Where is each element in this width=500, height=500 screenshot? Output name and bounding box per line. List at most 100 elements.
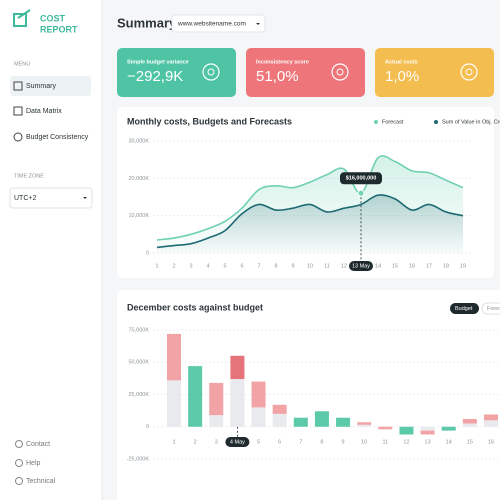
- line: [156, 155, 464, 241]
- timezone-label: TIME ZONE: [14, 173, 44, 179]
- toggle-label: Budget: [455, 306, 473, 312]
- bar-segment: [209, 382, 224, 416]
- menu-item[interactable]: Budget Consistency: [26, 134, 89, 141]
- bar-segment: [251, 407, 266, 427]
- bar-segment: [230, 379, 245, 427]
- bar-segment: [357, 422, 372, 425]
- kpi-icon: [331, 63, 349, 81]
- bar-segment: [230, 355, 245, 380]
- x-tick-label: 12: [341, 263, 347, 269]
- kpi-icon: [202, 63, 220, 81]
- kpi-icon: [465, 68, 473, 76]
- x-tick-label: 4: [206, 263, 209, 269]
- menu-active: [10, 76, 91, 96]
- site-select[interactable]: [171, 14, 266, 33]
- tooltip-text: $16,000,000: [346, 176, 377, 182]
- bar-segment: [188, 366, 203, 427]
- toggle-label: Forecast: [487, 306, 500, 312]
- y-tick-label: 30,000K: [129, 138, 150, 144]
- bar-segment: [462, 419, 477, 424]
- toggle-button[interactable]: [481, 302, 500, 315]
- bar-segment: [167, 333, 181, 381]
- kpi-value: 51,0%: [256, 68, 299, 85]
- y-tick-label: 0: [146, 424, 149, 430]
- panel: [117, 290, 500, 500]
- x-tick-label: 3: [189, 263, 192, 269]
- footer-link[interactable]: Contact: [26, 441, 50, 448]
- toggle-button[interactable]: [450, 303, 479, 314]
- footer-link[interactable]: Help: [26, 460, 41, 467]
- x-tick-label: 5: [257, 439, 260, 445]
- kpi-value: −292,9K: [127, 68, 183, 85]
- bar-segment: [272, 404, 287, 414]
- x-tick-label: 8: [320, 439, 323, 445]
- x-tick-label: 2: [172, 263, 175, 269]
- y-tick-label: 25,000K: [129, 392, 150, 398]
- highlight-dot: [357, 189, 365, 197]
- kpi-value: 1,0%: [385, 68, 419, 85]
- menu-icon: [13, 81, 23, 91]
- legend-dot: [434, 120, 438, 124]
- bar-segment: [336, 417, 351, 427]
- timezone-value: UTC+2: [14, 195, 36, 202]
- kpi-card: [375, 48, 494, 97]
- x-tick-label: 11: [324, 263, 330, 269]
- kpi-icon: [460, 63, 478, 81]
- logo-text: REPORT: [40, 24, 78, 34]
- legend-label: Forecast: [382, 119, 404, 125]
- x-tick-label: 18: [443, 263, 449, 269]
- x-tick-label: 17: [426, 263, 432, 269]
- y-tick-label: 75,000K: [129, 327, 150, 333]
- kpi-card: [246, 48, 365, 97]
- area: [157, 194, 463, 253]
- timezone-select[interactable]: [9, 187, 93, 209]
- y-tick-label: -25,000K: [127, 456, 150, 462]
- x-tick-label: 14: [375, 263, 381, 269]
- footer-icon: [15, 440, 23, 448]
- chart-title: Monthly costs, Budgets and Forecasts: [127, 116, 292, 126]
- caret: [256, 23, 260, 25]
- kpi-title: Simple budget variance: [127, 59, 189, 65]
- cards: Simple budget variance −292,9K Inconsisten…: [117, 48, 494, 97]
- bar-segment: [462, 423, 477, 427]
- x-tick-label: 7: [257, 263, 260, 269]
- y-tick-label: 50,000K: [129, 360, 150, 366]
- bar-segment: [357, 424, 372, 427]
- x-tick-label: 4 May: [230, 439, 245, 445]
- bar-segment: [378, 426, 393, 430]
- chart-title: December costs against budget: [127, 302, 263, 312]
- charts: Monthly costs, Budgets and Forecasts 30,0…: [127, 116, 500, 462]
- bar-segment: [167, 380, 181, 427]
- x-tick-label: 13 May: [352, 263, 370, 269]
- line: [156, 194, 464, 249]
- bar-segment: [314, 411, 329, 427]
- bar-segment: [293, 417, 308, 427]
- y-tick-label: 20,000K: [129, 176, 150, 182]
- x-tick-label: 19: [460, 263, 466, 269]
- x-tick-label: 6: [240, 263, 243, 269]
- x-tick-label: 13: [425, 439, 431, 445]
- kpi-card: [117, 48, 236, 97]
- y-tick-label: 0: [146, 250, 149, 256]
- bar-segment: [399, 426, 414, 435]
- tooltip: [340, 172, 382, 185]
- menu-label: MENU: [14, 61, 30, 67]
- bar-segment: [251, 381, 266, 408]
- footer-icon: [15, 477, 23, 485]
- x-tick-label: 8: [274, 263, 277, 269]
- x-tick-label: 15: [467, 439, 473, 445]
- x-tick-label: 5: [223, 263, 226, 269]
- x-tick-highlight: [349, 261, 373, 271]
- footer-link[interactable]: Technical: [26, 478, 56, 485]
- x-tick-label: 6: [278, 439, 281, 445]
- menu-icon: [13, 132, 23, 142]
- menu-item[interactable]: Summary: [26, 83, 56, 90]
- x-tick-label: 15: [392, 263, 398, 269]
- bar-segment: [272, 413, 287, 427]
- legend-label: Sum of Value in Obj. Crcy: [442, 119, 500, 125]
- menu-item[interactable]: Data Matrix: [26, 108, 62, 115]
- bar-segment: [484, 420, 498, 427]
- x-tick-label: 11: [382, 439, 388, 445]
